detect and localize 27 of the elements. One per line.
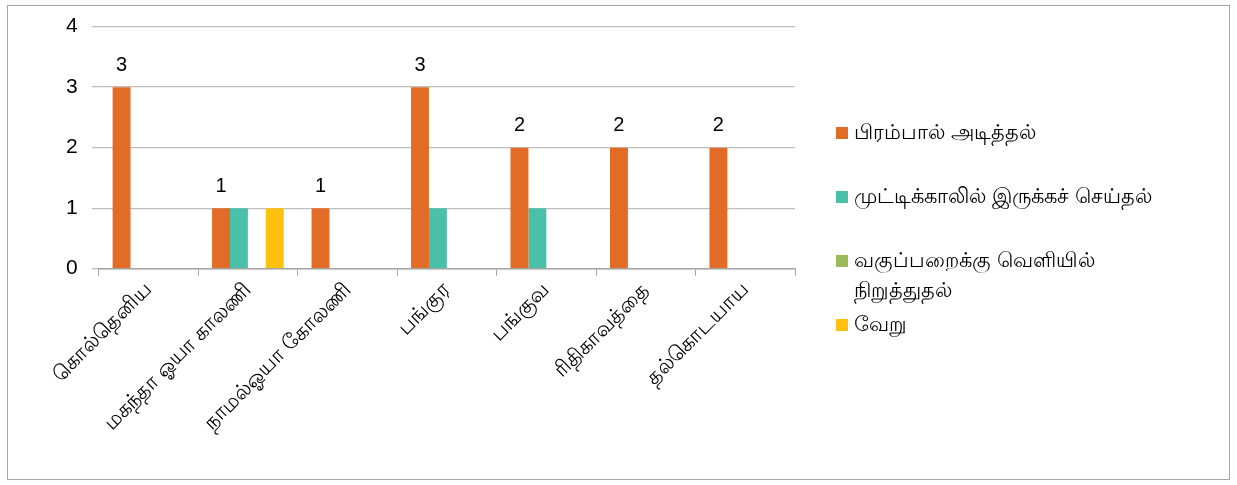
y-tick-label: 2 [65, 134, 78, 158]
bar [609, 147, 628, 269]
bar [311, 208, 330, 269]
data-label: 2 [712, 113, 724, 136]
data-label: 2 [513, 113, 526, 136]
y-tick-label: 4 [65, 13, 78, 37]
bar [709, 147, 728, 269]
bar [265, 208, 284, 269]
data-label: 3 [414, 52, 426, 75]
bar [411, 87, 429, 269]
data-label: 1 [215, 173, 227, 196]
bar [212, 208, 230, 269]
data-label: 1 [314, 173, 327, 196]
y-tick-label: 1 [65, 194, 78, 218]
bar [112, 87, 131, 269]
legend-label: வேறு [854, 311, 907, 339]
data-label: 3 [116, 52, 128, 75]
y-tick-label: 0 [65, 255, 78, 279]
bar [510, 147, 529, 269]
bar [428, 208, 447, 269]
bar [229, 208, 248, 269]
legend-label: வகுப்பறைக்கு வெளியில் நிறுத்துதல் [854, 247, 1096, 305]
bar [528, 208, 547, 269]
legend-label: முட்டிக்காலில் இருக்கச் செய்தல் [854, 183, 1152, 211]
legend-label: பிரம்பால் அடித்தல் [854, 119, 1036, 147]
data-label: 2 [613, 113, 625, 136]
y-tick-label: 3 [65, 73, 78, 97]
